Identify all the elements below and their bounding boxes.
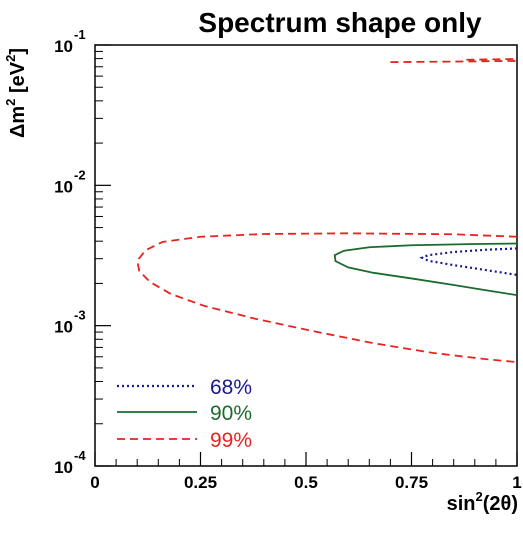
x-tick-label: 1 xyxy=(512,473,521,492)
y-tick-label: 10 xyxy=(54,37,73,56)
plot-frame xyxy=(94,44,518,467)
y-tick-exponent: -3 xyxy=(74,308,86,323)
y-axis-label: Δm2 [eV2] xyxy=(3,48,29,138)
contour-99pct xyxy=(136,232,518,363)
x-tick-label: 0 xyxy=(90,473,99,492)
legend-label: 68% xyxy=(210,376,252,399)
contour-90pct xyxy=(333,242,518,297)
legend-label: 99% xyxy=(210,429,252,452)
x-tick-label: 0.75 xyxy=(395,473,428,492)
y-tick-exponent: -1 xyxy=(74,27,86,42)
x-axis-label: sin2(2θ) xyxy=(447,489,518,515)
contour-lines xyxy=(136,58,518,363)
y-tick-exponent: -4 xyxy=(74,448,86,463)
x-tick-label: 0.25 xyxy=(184,473,217,492)
axis-ticks: 0 0.25 0.5 0.75 110-110-210-310-4 xyxy=(54,27,522,492)
x-label-sup: 2 xyxy=(476,489,483,504)
x-tick-label: 0.5 xyxy=(294,473,318,492)
y-tick-exponent: -2 xyxy=(74,167,86,182)
legend-label: 90% xyxy=(210,402,252,425)
y-tick-label: 10 xyxy=(54,458,73,477)
chart-title: Spectrum shape only xyxy=(198,7,482,38)
y-tick-label: 10 xyxy=(54,318,73,337)
y-tick-label: 10 xyxy=(54,177,73,196)
contour-99pct xyxy=(466,58,518,61)
contour-68pct xyxy=(419,247,518,276)
legend: 68% 90% 99% xyxy=(117,376,252,452)
contour-99pct xyxy=(390,60,518,64)
